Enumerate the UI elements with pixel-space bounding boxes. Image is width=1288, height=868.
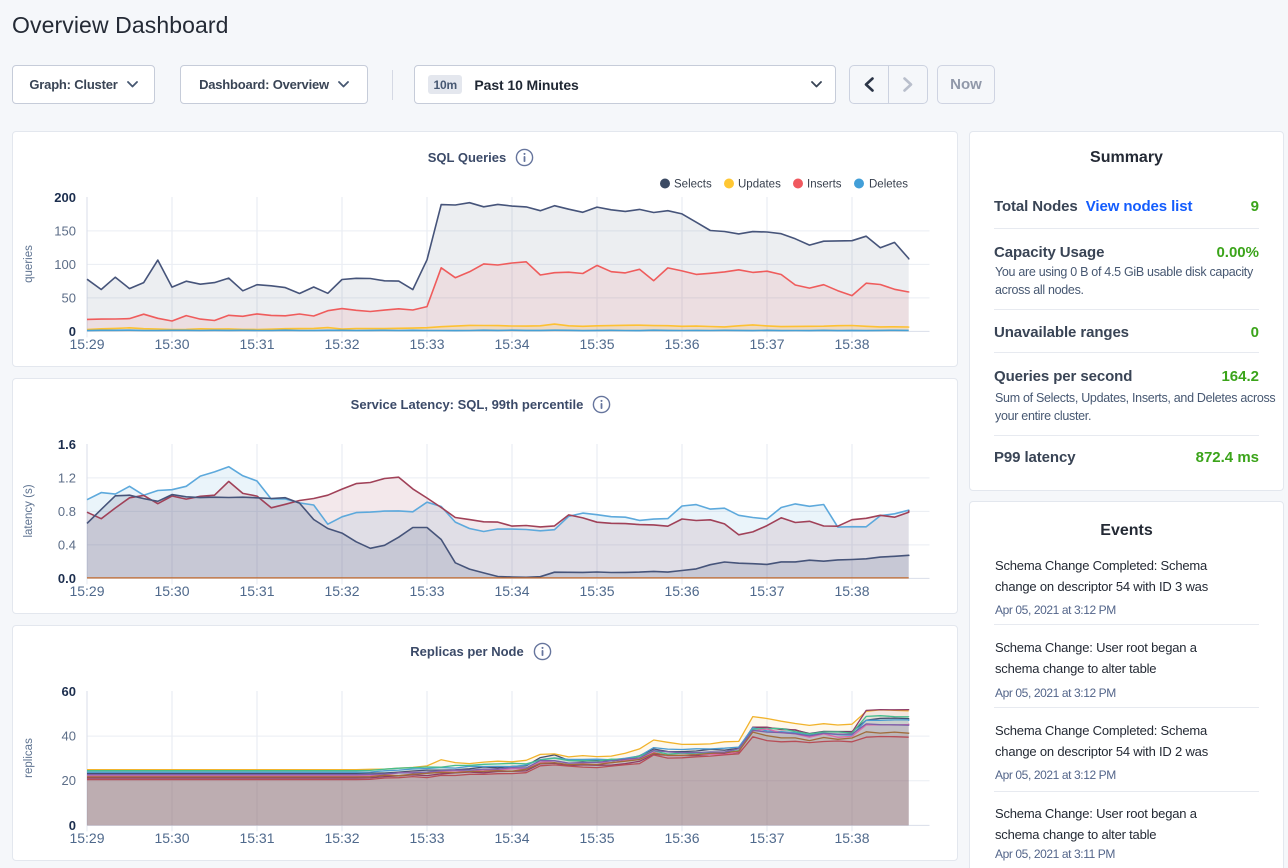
svg-text:15:37: 15:37 <box>749 583 784 599</box>
svg-text:1.6: 1.6 <box>58 437 76 452</box>
svg-text:15:36: 15:36 <box>664 830 699 846</box>
svg-text:latency (s): latency (s) <box>23 484 35 537</box>
svg-text:15:35: 15:35 <box>579 830 614 846</box>
svg-text:15:37: 15:37 <box>749 336 784 352</box>
svg-text:15:31: 15:31 <box>239 830 274 846</box>
svg-text:0: 0 <box>69 324 76 339</box>
svg-text:40: 40 <box>62 729 76 744</box>
svg-text:15:35: 15:35 <box>579 336 614 352</box>
svg-text:15:33: 15:33 <box>409 583 444 599</box>
svg-text:15:38: 15:38 <box>834 830 869 846</box>
svg-text:replicas: replicas <box>23 738 35 778</box>
svg-text:15:38: 15:38 <box>834 583 869 599</box>
svg-text:15:31: 15:31 <box>239 336 274 352</box>
svg-text:15:31: 15:31 <box>239 583 274 599</box>
svg-text:100: 100 <box>54 257 76 272</box>
svg-text:50: 50 <box>62 290 76 305</box>
svg-text:15:30: 15:30 <box>154 583 189 599</box>
svg-text:0.8: 0.8 <box>58 504 76 519</box>
svg-text:15:35: 15:35 <box>579 583 614 599</box>
svg-text:15:30: 15:30 <box>154 336 189 352</box>
svg-text:15:29: 15:29 <box>69 583 104 599</box>
svg-text:Inserts: Inserts <box>807 179 842 191</box>
svg-text:Deletes: Deletes <box>869 179 908 191</box>
svg-text:15:37: 15:37 <box>749 830 784 846</box>
svg-text:Updates: Updates <box>738 179 781 191</box>
svg-text:20: 20 <box>62 773 76 788</box>
svg-text:15:33: 15:33 <box>409 830 444 846</box>
svg-text:Selects: Selects <box>674 179 712 191</box>
svg-text:15:30: 15:30 <box>154 830 189 846</box>
svg-text:15:34: 15:34 <box>494 336 529 352</box>
svg-text:0: 0 <box>69 818 76 833</box>
svg-text:15:32: 15:32 <box>324 830 359 846</box>
svg-text:15:29: 15:29 <box>69 336 104 352</box>
svg-text:0.4: 0.4 <box>58 537 76 552</box>
svg-text:15:34: 15:34 <box>494 830 529 846</box>
svg-text:15:36: 15:36 <box>664 583 699 599</box>
svg-text:queries: queries <box>23 245 35 283</box>
svg-text:150: 150 <box>54 223 76 238</box>
svg-text:15:36: 15:36 <box>664 336 699 352</box>
svg-text:15:29: 15:29 <box>69 830 104 846</box>
svg-text:15:32: 15:32 <box>324 583 359 599</box>
svg-text:200: 200 <box>54 190 76 205</box>
svg-text:15:33: 15:33 <box>409 336 444 352</box>
svg-text:60: 60 <box>62 684 76 699</box>
svg-text:15:32: 15:32 <box>324 336 359 352</box>
svg-text:1.2: 1.2 <box>58 470 76 485</box>
svg-text:0.0: 0.0 <box>58 571 76 586</box>
svg-text:15:34: 15:34 <box>494 583 529 599</box>
svg-text:15:38: 15:38 <box>834 336 869 352</box>
